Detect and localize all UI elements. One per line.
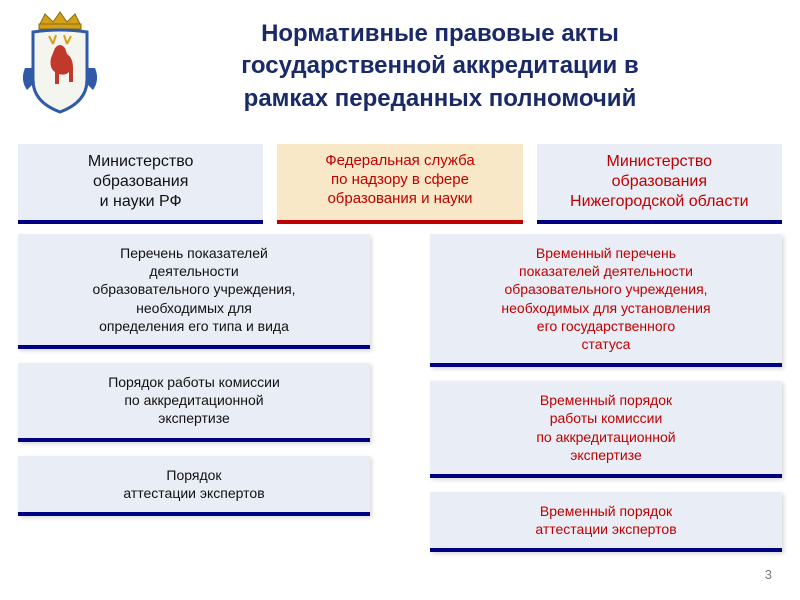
header-box-line: Нижегородской области <box>543 192 776 212</box>
header-box-line: по надзору в сфере <box>283 171 516 190</box>
cell-line: образовательного учреждения, <box>438 280 774 298</box>
right-column: Временный переченьпоказателей деятельнос… <box>430 234 782 552</box>
cell-line: деятельности <box>26 262 362 280</box>
cell-line: Порядок работы комиссии <box>26 373 362 391</box>
header-row: Министерствообразованияи науки РФ Федера… <box>18 144 782 224</box>
cell-line: необходимых для установления <box>438 299 774 317</box>
cell-line: по аккредитационной <box>26 391 362 409</box>
coat-of-arms-emblem <box>15 10 105 120</box>
header-box-line: Федеральная служба <box>283 152 516 171</box>
content-cell: Перечень показателейдеятельностиобразова… <box>18 234 370 349</box>
header-box-line: и науки РФ <box>24 192 257 212</box>
cell-line: аттестации экспертов <box>26 484 362 502</box>
cell-line: Временный порядок <box>438 502 774 520</box>
content-columns: Перечень показателейдеятельностиобразова… <box>18 234 782 552</box>
cell-line: Временный перечень <box>438 244 774 262</box>
page-title: Нормативные правовые акты государственно… <box>130 18 750 115</box>
cell-line: экспертизе <box>438 446 774 464</box>
cell-line: аттестации экспертов <box>438 520 774 538</box>
header-box-ministry-rf: Министерствообразованияи науки РФ <box>18 144 263 224</box>
header-box-line: образования <box>24 172 257 192</box>
cell-line: необходимых для <box>26 299 362 317</box>
content-cell: Временный порядокработы комиссиипо аккре… <box>430 381 782 478</box>
cell-line: его государственного <box>438 317 774 335</box>
cell-line: по аккредитационной <box>438 428 774 446</box>
content-cell: Порядок работы комиссиипо аккредитационн… <box>18 363 370 442</box>
cell-line: Порядок <box>26 466 362 484</box>
header-box-line: Министерство <box>24 152 257 172</box>
header-box-federal-service: Федеральная службапо надзору в сфереобра… <box>277 144 522 224</box>
header-box-ministry-region: МинистерствообразованияНижегородской обл… <box>537 144 782 224</box>
cell-line: статуса <box>438 335 774 353</box>
cell-line: экспертизе <box>26 409 362 427</box>
content-cell: Временный порядокаттестации экспертов <box>430 492 782 552</box>
header-box-line: образования и науки <box>283 190 516 209</box>
title-line: Нормативные правовые акты <box>130 18 750 50</box>
cell-line: определения его типа и вида <box>26 317 362 335</box>
cell-line: Временный порядок <box>438 391 774 409</box>
content-cell: Временный переченьпоказателей деятельнос… <box>430 234 782 367</box>
cell-line: работы комиссии <box>438 409 774 427</box>
content-cell: Порядокаттестации экспертов <box>18 456 370 516</box>
crown-icon <box>39 12 81 29</box>
title-line: государственной аккредитации в <box>130 50 750 82</box>
header-box-line: образования <box>543 172 776 192</box>
cell-line: показателей деятельности <box>438 262 774 280</box>
cell-line: образовательного учреждения, <box>26 280 362 298</box>
title-line: рамках переданных полномочий <box>130 83 750 115</box>
page-number: 3 <box>765 567 772 582</box>
left-column: Перечень показателейдеятельностиобразова… <box>18 234 370 552</box>
slide: Нормативные правовые акты государственно… <box>0 0 800 600</box>
cell-line: Перечень показателей <box>26 244 362 262</box>
header-box-line: Министерство <box>543 152 776 172</box>
